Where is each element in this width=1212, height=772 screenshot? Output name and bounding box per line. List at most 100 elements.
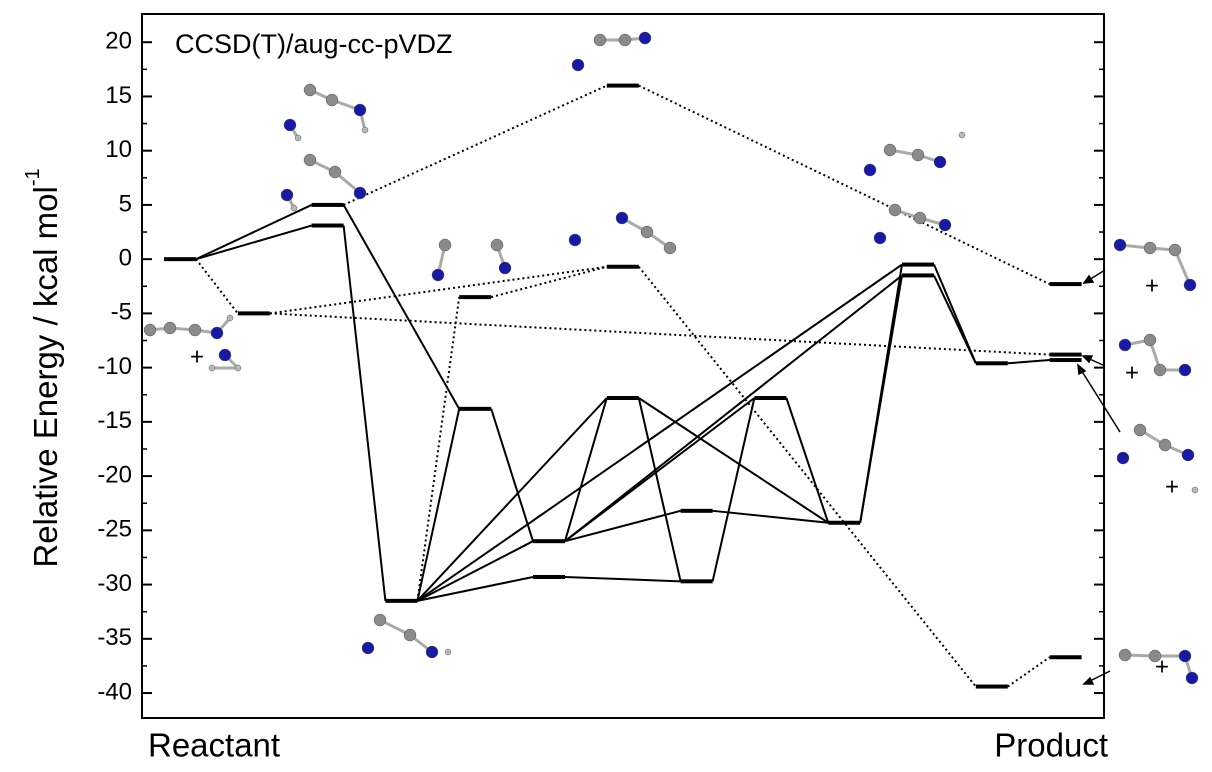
connector	[344, 226, 386, 601]
atom	[1159, 439, 1171, 451]
energy-level	[1050, 353, 1082, 357]
atom	[499, 262, 511, 274]
atom	[889, 204, 901, 216]
atom	[959, 132, 965, 138]
energy-level	[1050, 358, 1082, 362]
atom	[1119, 649, 1131, 661]
connector	[639, 398, 681, 581]
atom	[616, 212, 628, 224]
y-tick-label: -20	[97, 461, 132, 488]
atom	[1114, 239, 1126, 251]
atom	[326, 94, 338, 106]
atom	[189, 324, 201, 336]
atom	[639, 32, 651, 44]
dotted-connector	[344, 86, 607, 205]
energy-level	[828, 521, 860, 525]
energy-level	[1050, 282, 1082, 286]
atom	[641, 226, 653, 238]
molecule	[491, 239, 511, 274]
energy-level	[607, 265, 639, 269]
atom	[354, 104, 366, 116]
energy-level	[681, 509, 713, 513]
arrowhead	[1083, 356, 1092, 362]
atom	[445, 649, 451, 655]
energy-level	[459, 407, 491, 411]
y-tick-label: -30	[97, 570, 132, 597]
molecule	[304, 154, 366, 199]
connector	[860, 275, 902, 522]
connector	[565, 577, 681, 581]
energy-level	[1050, 655, 1082, 659]
atom	[884, 144, 896, 156]
atom	[874, 232, 886, 244]
y-tick-label: -5	[111, 299, 132, 326]
dotted-connector	[639, 86, 1050, 285]
plus-sign: +	[1145, 272, 1159, 299]
atom	[1144, 242, 1156, 254]
connector	[565, 511, 681, 541]
connector	[1008, 360, 1050, 363]
molecule	[572, 32, 651, 71]
atom	[304, 154, 316, 166]
plus-sign: +	[1165, 473, 1179, 500]
dotted-connector	[417, 297, 459, 601]
atom	[619, 34, 631, 46]
atom	[362, 127, 368, 133]
molecule	[284, 119, 301, 141]
plot-frame	[142, 14, 1104, 718]
atom	[914, 212, 926, 224]
atom	[354, 187, 366, 199]
atom	[569, 234, 581, 246]
energy-level	[238, 311, 270, 315]
atom	[1182, 449, 1194, 461]
atom	[291, 205, 297, 211]
atom	[1119, 339, 1131, 351]
connector	[196, 226, 312, 260]
y-tick-label: -40	[97, 678, 132, 705]
atom	[1117, 452, 1129, 464]
dotted-connector	[270, 313, 1050, 354]
atom	[426, 646, 438, 658]
energy-level	[681, 579, 713, 583]
atom	[227, 315, 233, 321]
energy-level	[312, 224, 344, 228]
connector	[196, 205, 312, 259]
chart: CCSD(T)/aug-cc-pVDZ Relative Energy / kc…	[0, 0, 1212, 767]
energy-level	[607, 84, 639, 88]
atom	[209, 365, 215, 371]
arrowhead	[1084, 276, 1093, 283]
connector	[786, 398, 828, 523]
atom	[235, 365, 241, 371]
atom	[664, 242, 676, 254]
y-tick-label: 20	[105, 28, 132, 55]
atom	[281, 189, 293, 201]
connector	[417, 541, 533, 601]
atom	[1144, 334, 1156, 346]
y-tick-label: 10	[105, 136, 132, 163]
molecule	[281, 189, 297, 211]
molecule	[432, 239, 451, 281]
connector	[713, 511, 829, 523]
atom	[219, 349, 231, 361]
energy-level	[607, 396, 639, 400]
connector	[417, 265, 902, 601]
atom	[594, 34, 606, 46]
molecule	[362, 614, 451, 658]
molecule	[144, 315, 233, 339]
atom	[164, 322, 176, 334]
molecule	[864, 132, 965, 176]
energy-level	[902, 263, 934, 267]
atom	[1154, 364, 1166, 376]
atom	[144, 324, 156, 336]
atom	[284, 119, 296, 131]
atom	[295, 135, 301, 141]
atom	[491, 239, 503, 251]
atom	[1184, 279, 1196, 291]
dotted-connector	[1008, 657, 1050, 686]
x-start-label: Reactant	[148, 727, 280, 764]
y-tick-label: 5	[119, 190, 132, 217]
energy-level	[533, 539, 565, 543]
arrowhead	[1078, 365, 1085, 374]
energy-level	[754, 396, 786, 400]
atom	[1179, 650, 1191, 662]
